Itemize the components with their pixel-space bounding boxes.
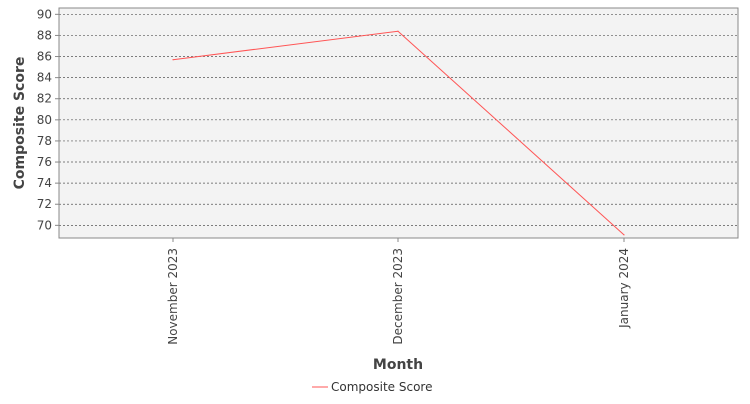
y-tick-label: 76 bbox=[37, 155, 52, 169]
y-tick-label: 88 bbox=[37, 28, 52, 42]
y-tick-label: 84 bbox=[37, 71, 52, 85]
y-tick-label: 82 bbox=[37, 92, 52, 106]
x-tick-label: January 2024 bbox=[617, 248, 631, 329]
y-axis-label: Composite Score bbox=[12, 57, 28, 190]
x-axis-ticks: November 2023 December 2023 January 2024 bbox=[166, 238, 631, 345]
x-axis-label: Month bbox=[373, 357, 423, 373]
legend-label: Composite Score bbox=[331, 380, 432, 394]
x-tick-label: November 2023 bbox=[166, 248, 180, 345]
plot-background bbox=[58, 7, 739, 239]
series-layer bbox=[172, 30, 625, 236]
y-tick-label: 78 bbox=[37, 134, 52, 148]
data-point bbox=[172, 59, 174, 61]
y-tick-label: 86 bbox=[37, 50, 52, 64]
data-point bbox=[623, 234, 625, 236]
y-tick-label: 70 bbox=[37, 218, 52, 232]
y-axis-ticks: 70 72 74 76 78 80 82 84 86 88 90 bbox=[37, 7, 59, 232]
y-tick-label: 80 bbox=[37, 113, 52, 127]
series-line-segment bbox=[172, 30, 399, 61]
y-tick-label: 72 bbox=[37, 197, 52, 211]
x-tick-label: December 2023 bbox=[391, 248, 405, 345]
y-tick-label: 74 bbox=[37, 176, 52, 190]
legend: Composite Score bbox=[312, 380, 432, 394]
series-line-segment bbox=[397, 30, 625, 236]
y-tick-label: 90 bbox=[37, 7, 52, 21]
data-point bbox=[397, 30, 399, 32]
grid-lines bbox=[59, 13, 738, 226]
